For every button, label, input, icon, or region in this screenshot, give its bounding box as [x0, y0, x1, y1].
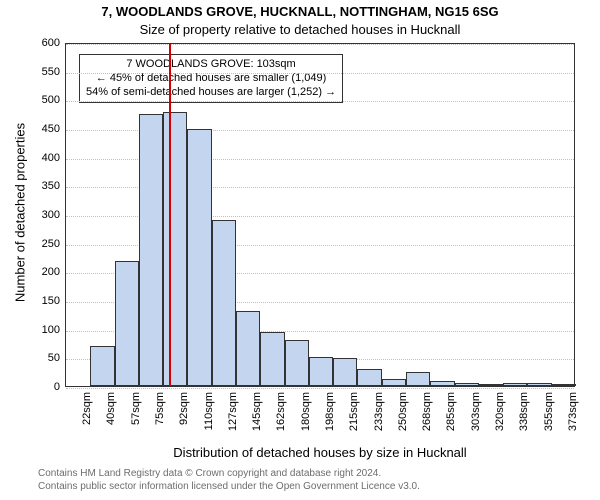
grid-line — [66, 73, 574, 74]
x-tick-label: 57sqm — [130, 392, 142, 425]
y-tick-label: 400 — [42, 152, 60, 164]
x-tick-label: 180sqm — [300, 392, 312, 431]
x-tick-label: 110sqm — [203, 392, 215, 430]
histogram-bar — [479, 384, 503, 386]
x-tick-label: 338sqm — [518, 392, 530, 431]
x-tick-label: 250sqm — [397, 392, 409, 431]
x-tick-label: 320sqm — [494, 392, 506, 431]
histogram-bar — [187, 129, 211, 386]
x-axis-label: Distribution of detached houses by size … — [65, 445, 575, 460]
annotation-line: ← 45% of detached houses are smaller (1,… — [86, 72, 336, 86]
y-tick-label: 50 — [48, 352, 60, 364]
y-tick-label: 150 — [42, 295, 60, 307]
histogram-bar — [285, 340, 309, 386]
histogram-bar — [260, 332, 284, 386]
x-tick-label: 145sqm — [251, 392, 263, 431]
y-tick-label: 0 — [54, 381, 60, 393]
y-tick-label: 450 — [42, 123, 60, 135]
chart-subtitle: Size of property relative to detached ho… — [0, 22, 600, 37]
y-axis-label: Number of detached properties — [13, 48, 28, 378]
histogram-bar — [503, 383, 527, 386]
y-tick-label: 500 — [42, 94, 60, 106]
histogram-bar — [406, 372, 430, 386]
y-tick-label: 100 — [42, 324, 60, 336]
x-tick-label: 92sqm — [178, 392, 190, 425]
histogram-bar — [357, 369, 381, 386]
y-tick-label: 200 — [42, 266, 60, 278]
y-tick-label: 250 — [42, 238, 60, 250]
x-tick-label: 127sqm — [227, 392, 239, 431]
histogram-bar — [309, 357, 333, 386]
histogram-bar — [552, 384, 576, 386]
y-tick-label: 600 — [42, 37, 60, 49]
histogram-bar — [90, 346, 114, 386]
grid-line — [66, 388, 574, 389]
annotation-line: 54% of semi-detached houses are larger (… — [86, 86, 336, 100]
histogram-bar — [163, 112, 187, 386]
histogram-bar — [212, 220, 236, 386]
x-tick-label: 22sqm — [81, 392, 93, 425]
histogram-bar — [430, 381, 454, 386]
histogram-bar — [139, 114, 163, 386]
x-tick-label: 75sqm — [154, 392, 166, 425]
grid-line — [66, 44, 574, 45]
histogram-bar — [333, 358, 357, 386]
histogram-bar — [115, 261, 139, 386]
histogram-bar — [455, 383, 479, 386]
histogram-bar — [236, 311, 260, 386]
y-tick-label: 350 — [42, 180, 60, 192]
footer-line-2: Contains public sector information licen… — [38, 480, 600, 493]
chart-title: 7, WOODLANDS GROVE, HUCKNALL, NOTTINGHAM… — [0, 4, 600, 19]
x-tick-label: 355sqm — [543, 392, 555, 431]
x-tick-label: 215sqm — [348, 392, 360, 431]
y-tick-label: 300 — [42, 209, 60, 221]
x-tick-label: 162sqm — [275, 392, 287, 431]
histogram-bar — [382, 379, 406, 386]
x-tick-label: 268sqm — [421, 392, 433, 431]
footer-line-1: Contains HM Land Registry data © Crown c… — [38, 467, 600, 480]
x-tick-label: 285sqm — [445, 392, 457, 431]
footer-attribution: Contains HM Land Registry data © Crown c… — [0, 467, 600, 493]
plot-area: 7 WOODLANDS GROVE: 103sqm← 45% of detach… — [65, 43, 575, 387]
annotation-line: 7 WOODLANDS GROVE: 103sqm — [86, 58, 336, 72]
y-tick-label: 550 — [42, 66, 60, 78]
x-tick-label: 373sqm — [567, 392, 579, 431]
grid-line — [66, 101, 574, 102]
annotation-box: 7 WOODLANDS GROVE: 103sqm← 45% of detach… — [79, 54, 343, 103]
x-tick-label: 198sqm — [324, 392, 336, 431]
histogram-bar — [527, 383, 551, 386]
x-tick-label: 40sqm — [105, 392, 117, 425]
property-marker-line — [169, 44, 171, 386]
x-tick-label: 303sqm — [470, 392, 482, 431]
x-tick-label: 233sqm — [373, 392, 385, 431]
